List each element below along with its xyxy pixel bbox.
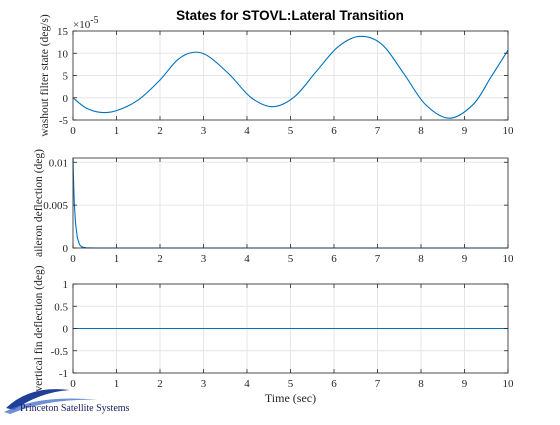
y-tick-label: 15 (57, 26, 69, 38)
x-tick-label: 7 (375, 125, 381, 137)
y-exponent-value: -5 (90, 15, 98, 26)
x-tick-label: 1 (114, 125, 120, 137)
x-tick-label: 1 (114, 378, 120, 390)
x-tick-label: 10 (503, 125, 515, 137)
x-axis-label: Time (sec) (265, 391, 316, 405)
x-tick-label: 2 (157, 378, 163, 390)
y-axis-label: aileron deflection (deg) (33, 149, 45, 257)
y-exponent-label: ×10-5 (73, 15, 99, 31)
y-tick-label: 10 (57, 48, 69, 60)
tick-marks (72, 30, 509, 121)
x-tick-label: 0 (70, 378, 76, 390)
x-tick-label: 3 (201, 253, 207, 265)
y-axis-label: vertical fin deflection (deg) (33, 265, 45, 391)
y-tick-label: 0 (63, 243, 69, 255)
x-tick-label: 3 (201, 378, 207, 390)
x-tick-label: 0 (70, 253, 76, 265)
y-tick-label: -1 (59, 368, 68, 380)
y-tick-label: -5 (59, 115, 69, 127)
y-tick-label: 0.005 (43, 200, 68, 212)
logo-text: Princeton Satellite Systems (20, 403, 130, 414)
x-tick-label: 10 (503, 378, 515, 390)
x-tick-label: 4 (244, 253, 250, 265)
x-tick-label: 7 (375, 378, 381, 390)
x-tick-label: 9 (462, 125, 468, 137)
x-tick-label: 4 (244, 125, 250, 137)
x-tick-label: 8 (418, 378, 424, 390)
x-tick-label: 6 (331, 253, 337, 265)
x-tick-label: 0 (70, 125, 76, 137)
x-tick-label: 4 (244, 378, 250, 390)
x-tick-label: 6 (331, 378, 337, 390)
y-tick-label: 5 (63, 71, 69, 83)
x-tick-label: 8 (418, 253, 424, 265)
logo-swoosh-icon (4, 389, 98, 414)
x-tick-label: 3 (201, 125, 207, 137)
x-tick-label: 6 (331, 125, 337, 137)
tick-marks (72, 158, 509, 249)
x-tick-label: 2 (157, 125, 163, 137)
series-line-1 (72, 35, 509, 119)
y-axis-label: washout filter state (deg/s) (39, 14, 51, 136)
x-tick-label: 10 (503, 253, 515, 265)
y-tick-label: 1 (63, 279, 69, 291)
y-tick-label: -0.5 (51, 346, 69, 358)
company-logo: Princeton Satellite Systems (4, 389, 130, 414)
figure-title: States for STOVL:Lateral Transition (176, 8, 404, 23)
x-tick-label: 8 (418, 125, 424, 137)
y-tick-label: 0.01 (49, 157, 68, 169)
subplot-3: 0 1 2 3 4 5 6 7 8 9 10 -1 -0.5 0 0.5 1 vertical fin defl… (33, 265, 514, 405)
x-tick-label: 2 (157, 253, 163, 265)
x-tick-label: 1 (114, 253, 120, 265)
x-tick-label: 5 (288, 125, 294, 137)
x-tick-label: 9 (462, 378, 468, 390)
x-tick-label: 7 (375, 253, 381, 265)
tick-marks (72, 283, 509, 374)
x-tick-label: 9 (462, 253, 468, 265)
subplot-2: 0 1 2 3 4 5 6 7 8 9 10 0 0.005 0.01 aileron deflection… (33, 149, 514, 265)
x-tick-label: 5 (288, 253, 294, 265)
y-tick-label: 0 (63, 93, 69, 105)
y-tick-label: 0.5 (54, 301, 68, 313)
x-tick-label: 5 (288, 378, 294, 390)
y-tick-label: 0 (63, 324, 69, 336)
